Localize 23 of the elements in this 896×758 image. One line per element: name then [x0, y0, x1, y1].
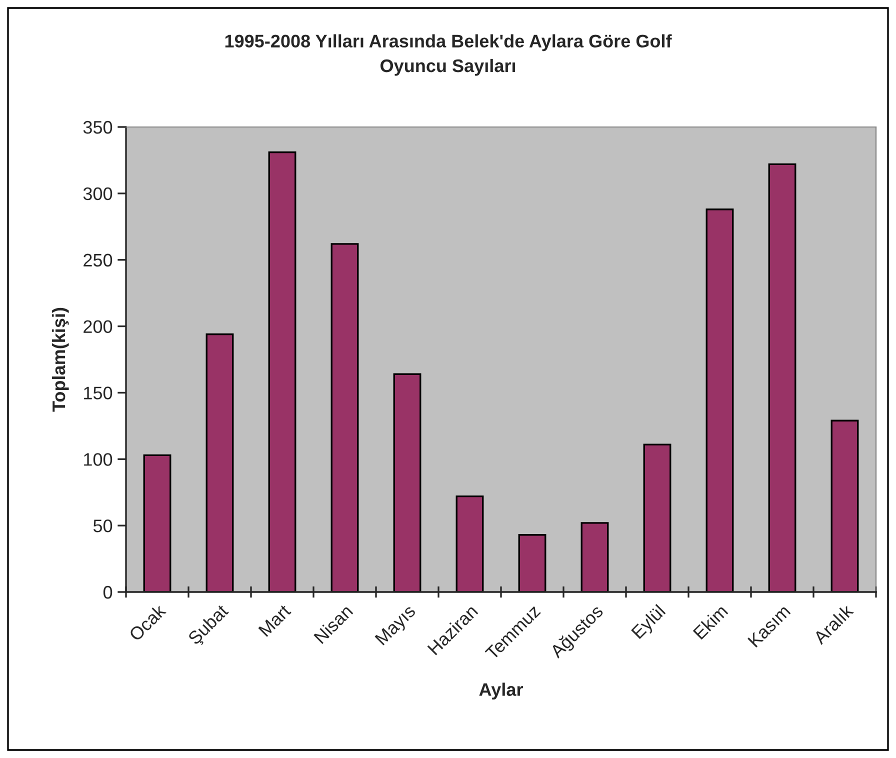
y-tick-label: 50 [93, 520, 112, 532]
y-axis-title: Toplam(kişi) [52, 308, 69, 412]
bar [706, 208, 734, 592]
bar [268, 151, 296, 592]
y-tick-label: 250 [84, 254, 112, 267]
bar [830, 420, 859, 592]
y-tick-label: 100 [84, 453, 112, 466]
bar [643, 444, 672, 592]
y-tick-label: 200 [84, 320, 112, 334]
y-tick-label: 300 [83, 187, 112, 200]
bar [206, 333, 234, 592]
y-tick-label: 350 [83, 120, 112, 134]
chart-title: 1995-2008 Yılları Arasında Belek'de Aylara Göre Golf Oyuncu Sayıları [225, 34, 672, 76]
y-tick-label: 150 [84, 386, 112, 400]
bar [393, 373, 422, 592]
bar [330, 243, 359, 592]
x-axis-title: Aylar [479, 682, 523, 700]
bar [768, 163, 796, 592]
bar [518, 534, 546, 592]
bar [456, 496, 484, 592]
bar [143, 454, 172, 592]
y-tick-label: 0 [103, 586, 112, 599]
bar [580, 522, 609, 592]
